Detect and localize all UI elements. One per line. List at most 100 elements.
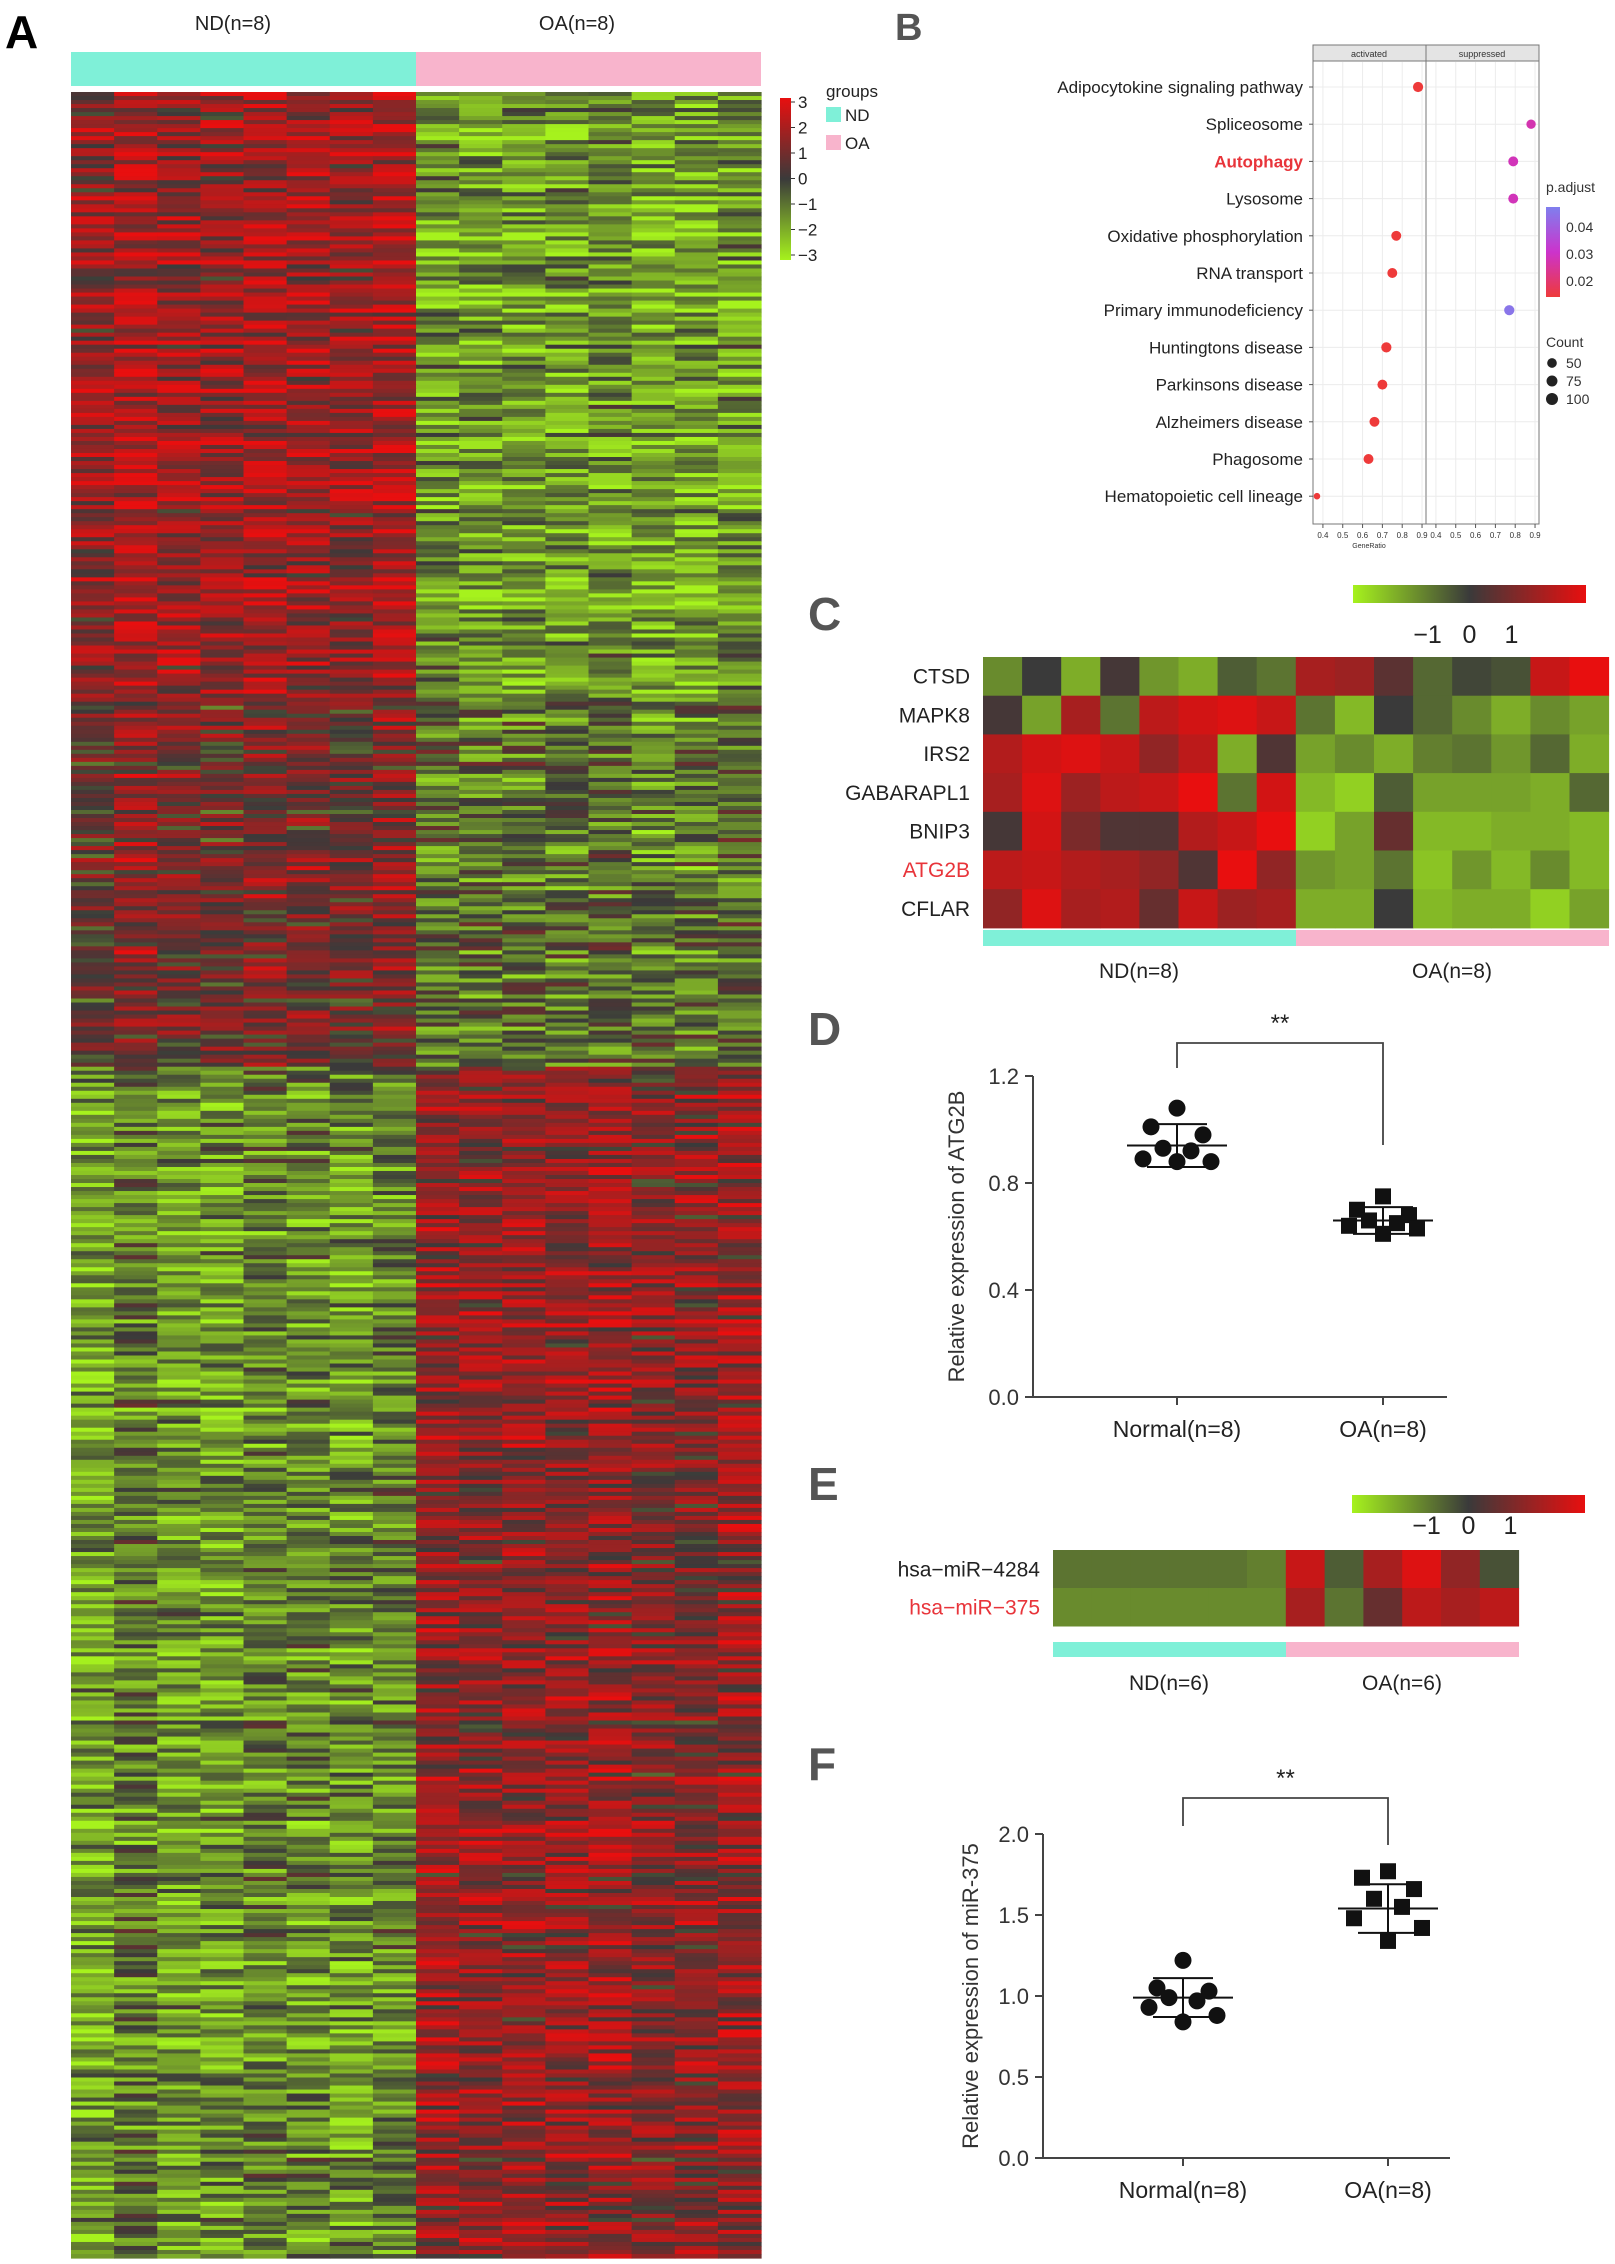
heatmap-a-cell bbox=[157, 1303, 201, 1308]
heatmap-a-cell bbox=[114, 585, 158, 590]
heatmap-a-cell bbox=[674, 850, 719, 855]
heatmap-a-cell bbox=[243, 693, 288, 699]
heatmap-a-cell bbox=[717, 336, 762, 342]
heatmap-a-cell bbox=[631, 793, 676, 799]
heatmap-a-cell bbox=[674, 412, 719, 418]
heatmap-a-cell bbox=[459, 148, 503, 153]
heatmap-a-cell bbox=[114, 553, 158, 558]
heatmap-a-cell bbox=[243, 765, 288, 771]
heatmap-a-cell bbox=[545, 1263, 590, 1268]
heatmap-a-cell bbox=[631, 910, 676, 915]
heatmap-a-cell bbox=[674, 148, 719, 153]
heatmap-a-cell bbox=[157, 140, 201, 145]
heatmap-a-cell bbox=[459, 360, 503, 366]
heatmap-a-cell bbox=[588, 645, 633, 651]
heatmap-a-cell bbox=[545, 124, 590, 129]
heatmap-a-cell bbox=[717, 1170, 762, 1176]
heatmap-a-cell bbox=[674, 637, 719, 643]
heatmap-a-cell bbox=[372, 1134, 417, 1140]
heatmap-a-cell bbox=[631, 1162, 676, 1168]
heatmap-a-cell bbox=[243, 601, 288, 607]
heatmap-a-cell bbox=[329, 1235, 374, 1240]
heatmap-a-cell bbox=[71, 854, 115, 859]
heatmap-a-cell bbox=[545, 469, 590, 474]
heatmap-a-cell bbox=[588, 834, 633, 839]
heatmap-a-cell bbox=[114, 412, 158, 418]
heatmap-a-cell bbox=[286, 1142, 331, 1148]
heatmap-a-cell bbox=[157, 785, 201, 791]
heatmap-a-cell bbox=[416, 733, 460, 739]
heatmap-a-cell bbox=[631, 469, 676, 474]
heatmap-a-cell bbox=[588, 1126, 633, 1132]
heatmap-a-cell bbox=[372, 196, 417, 201]
heatmap-a-cell bbox=[200, 741, 245, 747]
heatmap-a-cell bbox=[588, 424, 633, 430]
heatmap-a-cell bbox=[588, 176, 633, 181]
heatmap-a-cell bbox=[588, 1166, 633, 1172]
heatmap-a-cell bbox=[157, 312, 201, 318]
heatmap-a-cell bbox=[545, 1090, 590, 1096]
heatmap-a-cell bbox=[717, 428, 762, 434]
heatmap-a-cell bbox=[114, 256, 158, 262]
heatmap-a-cell bbox=[243, 982, 288, 988]
heatmap-a-cell bbox=[243, 878, 288, 883]
heatmap-a-cell bbox=[157, 525, 201, 530]
heatmap-a-cell bbox=[545, 529, 590, 534]
heatmap-a-cell bbox=[200, 721, 245, 727]
heatmap-a-cell bbox=[459, 625, 503, 631]
heatmap-a-cell bbox=[71, 1082, 115, 1088]
heatmap-a-cell bbox=[416, 232, 460, 237]
heatmap-a-cell bbox=[372, 1223, 417, 1228]
heatmap-a-cell bbox=[545, 1247, 590, 1252]
heatmap-a-cell bbox=[631, 1066, 676, 1072]
heatmap-a-cell bbox=[545, 842, 590, 847]
heatmap-a-cell bbox=[200, 473, 245, 478]
heatmap-a-cell bbox=[459, 914, 503, 919]
heatmap-a-cell bbox=[71, 148, 115, 153]
heatmap-a-cell bbox=[157, 729, 201, 735]
heatmap-a-cell bbox=[243, 910, 288, 915]
heatmap-a-cell bbox=[329, 505, 374, 510]
heatmap-a-cell bbox=[114, 689, 158, 695]
heatmap-a-cell bbox=[674, 308, 719, 314]
heatmap-a-cell bbox=[459, 882, 503, 887]
heatmap-a-cell bbox=[416, 428, 460, 434]
heatmap-a-cell bbox=[243, 1074, 288, 1080]
heatmap-a-cell bbox=[372, 1287, 417, 1292]
heatmap-a-cell bbox=[717, 557, 762, 562]
heatmap-a-cell bbox=[286, 565, 331, 570]
heatmap-a-cell bbox=[114, 874, 158, 879]
heatmap-a-cell bbox=[71, 308, 115, 314]
heatmap-a-cell bbox=[372, 96, 417, 101]
heatmap-a-cell bbox=[243, 1175, 288, 1180]
heatmap-a-cell bbox=[502, 713, 546, 719]
heatmap-a-cell bbox=[243, 168, 288, 173]
heatmap-a-cell bbox=[588, 1114, 633, 1120]
heatmap-a-cell bbox=[631, 585, 676, 590]
heatmap-a-cell bbox=[545, 757, 590, 763]
heatmap-a-cell bbox=[329, 906, 374, 911]
heatmap-a-cell bbox=[416, 513, 460, 518]
heatmap-a-cell bbox=[243, 1042, 288, 1048]
heatmap-a-cell bbox=[157, 950, 201, 955]
heatmap-a-cell bbox=[459, 284, 503, 290]
heatmap-a-cell bbox=[329, 613, 374, 619]
heatmap-a-cell bbox=[200, 1074, 245, 1080]
heatmap-a-cell bbox=[588, 789, 633, 795]
heatmap-a-cell bbox=[372, 316, 417, 322]
heatmap-a-cell bbox=[588, 874, 633, 879]
heatmap-a-cell bbox=[502, 1166, 546, 1172]
heatmap-a-cell bbox=[416, 376, 460, 382]
heatmap-a-cell bbox=[200, 701, 245, 707]
heatmap-a-cell bbox=[157, 597, 201, 603]
heatmap-a-cell bbox=[71, 801, 115, 807]
heatmap-a-cell bbox=[545, 252, 590, 258]
heatmap-a-cell bbox=[200, 785, 245, 791]
heatmap-a-cell bbox=[286, 1227, 331, 1232]
heatmap-a-cell bbox=[674, 1102, 719, 1108]
heatmap-a-cell bbox=[329, 1327, 374, 1333]
heatmap-a-cell bbox=[631, 100, 676, 105]
heatmap-a-cell bbox=[545, 1279, 590, 1284]
heatmap-a-cell bbox=[114, 850, 158, 855]
heatmap-a-cell bbox=[157, 581, 201, 586]
